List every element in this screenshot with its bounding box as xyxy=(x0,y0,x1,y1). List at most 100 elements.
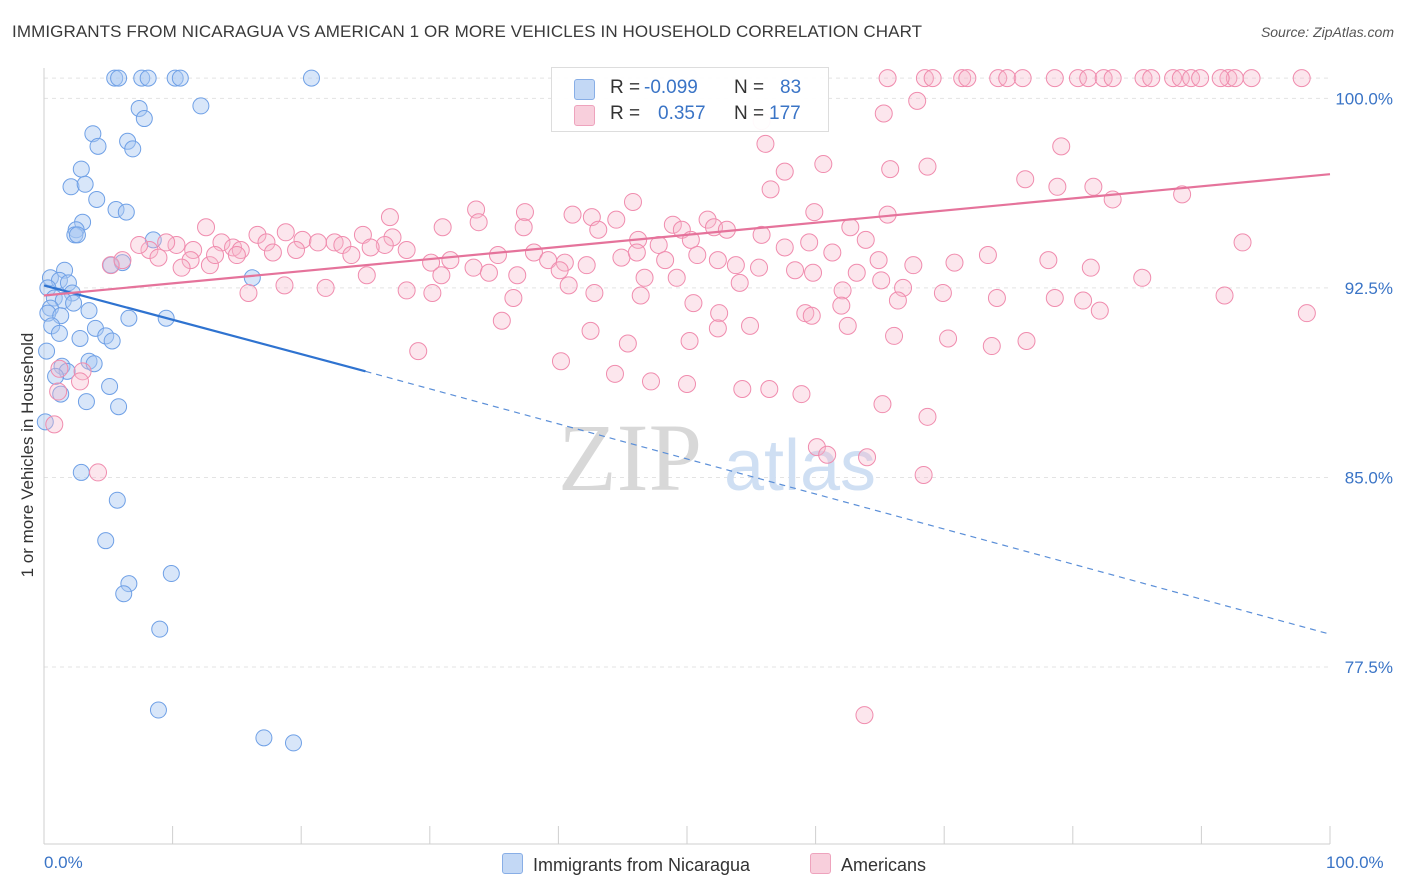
data-point xyxy=(786,261,805,280)
legend-r-label: R = xyxy=(610,103,641,124)
data-point xyxy=(710,304,729,323)
y-tick-label: 85.0% xyxy=(1345,468,1393,487)
data-point xyxy=(750,258,769,277)
data-point xyxy=(818,445,837,464)
data-point xyxy=(838,316,857,335)
data-point xyxy=(741,316,760,335)
watermark: ZIP atlas xyxy=(558,404,876,511)
data-point xyxy=(1045,289,1064,308)
data-point xyxy=(357,266,376,285)
data-point xyxy=(515,203,534,222)
data-point xyxy=(733,380,752,399)
data-point xyxy=(432,266,451,285)
legend-r-label: R = xyxy=(610,77,641,98)
data-point xyxy=(133,69,151,87)
data-point xyxy=(433,218,452,237)
data-point xyxy=(206,246,225,265)
data-point xyxy=(68,226,86,244)
data-point xyxy=(333,235,352,254)
data-point xyxy=(171,69,189,87)
x-tick-label-min: 0.0% xyxy=(44,853,83,872)
bottom-legend-nicaragua: Immigrants from Nicaragua xyxy=(502,853,750,876)
data-point xyxy=(361,238,380,257)
data-point xyxy=(726,256,745,275)
data-point xyxy=(248,225,267,244)
data-point xyxy=(1084,177,1103,196)
series-nicaragua xyxy=(36,69,320,752)
data-point xyxy=(618,334,637,353)
data-point xyxy=(293,230,312,249)
data-point xyxy=(504,289,523,308)
data-point xyxy=(881,160,900,179)
legend-n-value: 83 xyxy=(780,77,802,98)
data-point xyxy=(869,251,888,270)
data-point xyxy=(200,256,219,275)
data-point xyxy=(284,734,302,752)
data-point xyxy=(802,306,821,325)
data-point xyxy=(1191,69,1210,88)
data-point xyxy=(1081,258,1100,277)
data-point xyxy=(1292,69,1311,88)
legend-n-label: N = xyxy=(734,103,765,124)
data-point xyxy=(441,251,460,270)
data-point xyxy=(1297,304,1316,323)
data-point xyxy=(708,251,727,270)
data-point xyxy=(1013,69,1032,88)
data-point xyxy=(933,283,952,302)
data-point xyxy=(84,125,102,143)
data-point xyxy=(380,208,399,227)
data-point xyxy=(878,69,897,88)
legend-r-value: 0.357 xyxy=(658,103,706,124)
data-point xyxy=(641,372,660,391)
data-point xyxy=(987,289,1006,308)
data-point xyxy=(563,205,582,224)
bottom-legend-label-americans: Americans xyxy=(841,855,927,875)
data-point xyxy=(914,465,933,484)
data-point xyxy=(1164,69,1183,88)
data-point xyxy=(756,134,775,153)
trend-line-americans xyxy=(43,173,1331,297)
data-point xyxy=(918,407,937,426)
chart-title: IMMIGRANTS FROM NICARAGUA VS AMERICAN 1 … xyxy=(12,22,923,41)
watermark-zip: ZIP xyxy=(558,404,702,511)
data-point xyxy=(904,256,923,275)
data-point xyxy=(103,332,121,350)
data-point xyxy=(832,296,851,315)
data-point xyxy=(76,175,94,193)
data-point xyxy=(62,178,80,196)
data-point xyxy=(514,218,533,237)
trend-line-nicaragua-extension xyxy=(365,370,1331,635)
data-point xyxy=(88,190,106,208)
data-point xyxy=(998,69,1017,88)
data-point xyxy=(1094,69,1113,88)
data-point xyxy=(775,238,794,257)
data-point xyxy=(287,240,306,259)
data-point xyxy=(684,294,703,313)
data-point xyxy=(140,240,159,259)
data-point xyxy=(50,324,68,342)
data-point xyxy=(106,69,124,87)
data-point xyxy=(172,258,191,277)
data-point xyxy=(915,69,934,88)
data-point xyxy=(982,337,1001,356)
data-point xyxy=(276,223,295,242)
data-point xyxy=(71,372,90,391)
data-point xyxy=(255,729,273,747)
data-point xyxy=(130,235,149,254)
data-point xyxy=(53,357,71,375)
data-point xyxy=(1242,69,1261,88)
x-tick-label-max: 100.0% xyxy=(1326,853,1384,872)
data-point xyxy=(464,258,483,277)
data-point xyxy=(698,210,717,229)
data-point xyxy=(80,302,98,320)
data-point xyxy=(823,243,842,262)
data-point xyxy=(856,230,875,249)
data-point xyxy=(1016,170,1035,189)
data-point xyxy=(814,155,833,174)
data-point xyxy=(120,575,138,593)
data-point xyxy=(469,213,488,232)
data-point xyxy=(72,463,90,481)
y-tick-label: 100.0% xyxy=(1335,89,1393,108)
data-point xyxy=(89,463,108,482)
